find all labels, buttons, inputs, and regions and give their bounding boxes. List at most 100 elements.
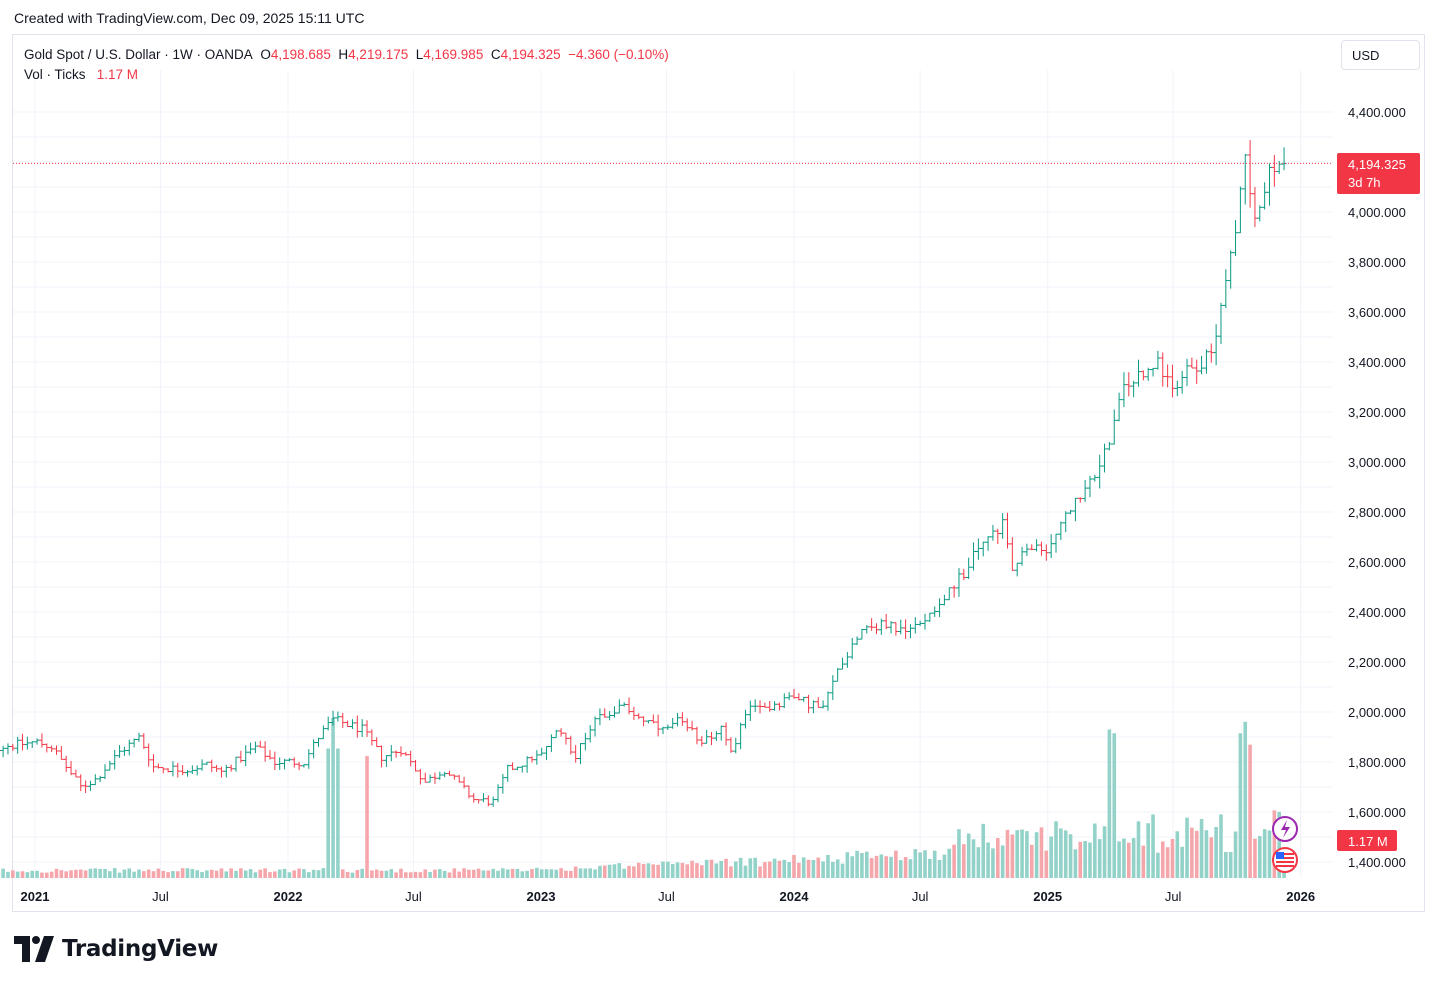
volume-layer xyxy=(0,718,1286,878)
volume-bar xyxy=(632,866,636,878)
time-axis-label: 2021 xyxy=(21,889,50,904)
volume-bar xyxy=(471,869,476,878)
volume-bar xyxy=(1233,831,1238,878)
volume-bar xyxy=(345,871,350,878)
legend-volume-value: 1.17 M xyxy=(96,67,139,82)
volume-bar xyxy=(583,868,588,878)
legend-symbol[interactable]: Gold Spot / U.S. Dollar · 1W · OANDA xyxy=(24,47,253,62)
volume-bar xyxy=(418,872,423,878)
volume-bar xyxy=(874,855,879,878)
volume-bar xyxy=(438,869,442,878)
volume-bar xyxy=(166,872,170,878)
time-axis-label: Jul xyxy=(405,889,422,904)
volume-bar xyxy=(142,871,146,878)
volume-bar xyxy=(1063,830,1068,878)
volume-bar xyxy=(1272,810,1277,878)
volume-bar xyxy=(408,872,413,878)
volume-bar xyxy=(729,866,733,878)
volume-bar xyxy=(117,872,122,878)
time-axis-label: 2022 xyxy=(274,889,303,904)
lightning-icon[interactable] xyxy=(1272,816,1298,842)
price-axis-label: 4,000.000 xyxy=(1348,205,1406,220)
volume-bar xyxy=(1102,826,1107,878)
volume-bar xyxy=(1010,834,1015,878)
volume-bar xyxy=(879,854,884,878)
volume-bar xyxy=(316,870,321,878)
volume-bar xyxy=(273,871,277,878)
volume-bar xyxy=(282,868,287,878)
volume-bar xyxy=(869,858,874,878)
volume-bar xyxy=(966,833,971,878)
volume-bar xyxy=(787,862,791,878)
volume-bar xyxy=(1209,837,1214,878)
volume-bar xyxy=(962,844,966,878)
volume-bar xyxy=(1257,836,1262,878)
price-axis[interactable]: 1,400.000 1,600.000 1,800.000 2,000.000 2,20… xyxy=(1348,105,1406,870)
volume-bar xyxy=(1112,733,1117,878)
volume-bar xyxy=(1248,744,1252,878)
price-axis-label: 1,600.000 xyxy=(1348,805,1406,820)
us-flag-event-icon[interactable] xyxy=(1272,847,1298,873)
volume-bar xyxy=(685,864,690,878)
volume-bar xyxy=(59,870,64,878)
volume-bar xyxy=(1073,849,1078,878)
volume-badge-value: 1.17 M xyxy=(1348,834,1388,849)
volume-bar xyxy=(302,869,306,878)
volume-bar xyxy=(991,848,995,878)
volume-bar xyxy=(753,857,757,878)
volume-bar xyxy=(1093,823,1097,878)
currency-button[interactable]: USD xyxy=(1341,40,1420,70)
volume-bar xyxy=(724,858,728,878)
volume-bar xyxy=(428,872,432,878)
volume-bar xyxy=(1034,832,1039,878)
volume-bar xyxy=(1083,841,1087,878)
volume-bar xyxy=(1029,844,1034,878)
price-axis-label: 2,600.000 xyxy=(1348,555,1406,570)
volume-bar xyxy=(598,865,602,878)
time-axis[interactable]: 2021 Jul 2022 Jul 2023 Jul 2024 Jul 2025 Jul 2026 xyxy=(21,889,1316,904)
volume-bar xyxy=(112,868,117,878)
volume-bar xyxy=(219,868,224,878)
volume-bar xyxy=(1267,830,1272,878)
volume-bar xyxy=(559,868,563,878)
price-axis-label: 3,800.000 xyxy=(1348,255,1406,270)
volume-bar xyxy=(772,858,777,878)
volume-bar xyxy=(709,859,714,878)
volume-bar xyxy=(1020,829,1024,878)
volume-bar xyxy=(612,864,617,878)
volume-bar xyxy=(200,872,204,878)
legend-volume-label[interactable]: Vol · Ticks xyxy=(24,67,86,82)
volume-bar xyxy=(942,854,947,878)
legend-change: −4.360 (−0.10%) xyxy=(568,47,669,62)
volume-bar xyxy=(355,869,360,878)
volume-bar xyxy=(30,870,35,878)
volume-bar xyxy=(908,859,913,878)
time-axis-label: Jul xyxy=(1165,889,1182,904)
chart-legend: Gold Spot / U.S. Dollar · 1W · OANDA O4,… xyxy=(24,45,669,85)
volume-bar xyxy=(539,869,544,878)
volume-bar xyxy=(1097,839,1102,878)
volume-bar xyxy=(627,865,631,878)
volume-bar xyxy=(894,850,898,878)
volume-bar xyxy=(1078,841,1083,878)
volume-bar xyxy=(379,870,384,878)
volume-bar xyxy=(569,870,573,878)
volume-bar xyxy=(1088,842,1092,878)
volume-bar xyxy=(229,868,233,878)
ohlc-bar-layer xyxy=(0,139,1287,807)
volume-bar xyxy=(98,868,102,878)
volume-bar xyxy=(1214,827,1218,878)
price-axis-label: 1,400.000 xyxy=(1348,855,1406,870)
legend-high-label: H xyxy=(338,47,349,62)
volume-bar xyxy=(297,868,301,878)
volume-bar xyxy=(719,860,724,878)
tradingview-logo[interactable]: TradingView xyxy=(14,936,218,962)
volume-bar xyxy=(976,847,981,878)
volume-bar xyxy=(1131,838,1136,878)
volume-bar xyxy=(175,871,180,878)
volume-bar xyxy=(132,871,136,878)
volume-bar xyxy=(831,861,835,878)
volume-bar xyxy=(607,864,612,878)
volume-bar xyxy=(1156,852,1160,878)
